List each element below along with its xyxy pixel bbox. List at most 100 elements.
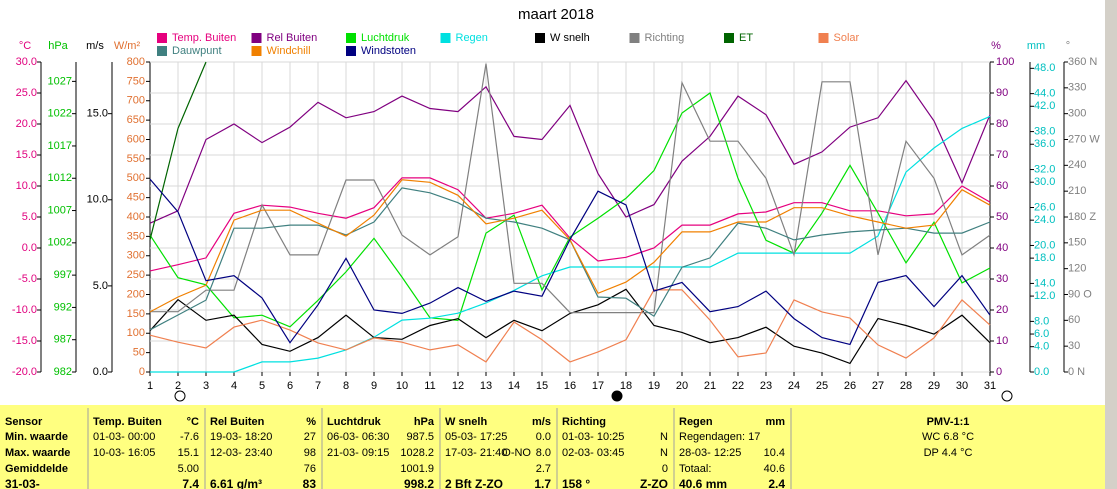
- cell-text: O-NO: [502, 447, 531, 459]
- cell-text: 12-03- 23:40: [210, 447, 272, 459]
- x-tick-label: 27: [872, 380, 884, 392]
- legend-swatch: [346, 46, 356, 56]
- cell-text: Regendagen: 17: [679, 431, 760, 443]
- y-tick-label: 1017: [48, 140, 72, 152]
- y-tick-label: 60: [1068, 314, 1080, 326]
- y-tick-label: 150: [127, 308, 145, 320]
- cell-value: 2.4: [768, 477, 785, 489]
- cell-text: 40.6 mm: [679, 477, 727, 489]
- y-tick-label: 5.0: [93, 280, 108, 292]
- cell-text: 21-03- 09:15: [327, 447, 389, 459]
- cell-text: Max. waarde: [5, 447, 70, 459]
- cell-text: DP 4.4 °C: [924, 447, 973, 459]
- x-tick-label: 18: [620, 380, 632, 392]
- y-tick-label: 20: [996, 304, 1008, 316]
- y-tick-label: 0 N: [1068, 366, 1085, 378]
- cell-text: Totaal:: [679, 463, 711, 475]
- x-tick-label: 1: [147, 380, 153, 392]
- y-tick-label: 150: [1068, 237, 1086, 249]
- y-tick-label: 32.0: [1034, 163, 1055, 175]
- cell-value: N: [660, 447, 668, 459]
- y-tick-label: 1012: [48, 172, 72, 184]
- legend-label: ET: [739, 32, 753, 44]
- legend-label: Dauwpunt: [172, 45, 222, 57]
- scrollbar: [1105, 0, 1117, 489]
- cell-value: Z-ZO: [640, 477, 668, 489]
- x-tick-label: 23: [760, 380, 772, 392]
- y-tick-label: 0: [996, 366, 1002, 378]
- y-tick-label: 90 O: [1068, 288, 1092, 300]
- legend-label: Windstoten: [361, 45, 416, 57]
- axis-label: °: [1066, 40, 1070, 52]
- y-tick-label: 30.0: [1034, 176, 1055, 188]
- y-tick-label: 330: [1068, 82, 1086, 94]
- moon-phase: [611, 390, 623, 402]
- y-tick-label: 210: [1068, 185, 1086, 197]
- y-tick-label: 270 W: [1068, 133, 1100, 145]
- cell-text: 19-03- 18:20: [210, 431, 272, 443]
- y-tick-label: 30: [996, 273, 1008, 285]
- axis-label: W/m²: [114, 40, 141, 52]
- y-tick-label: -10.0: [12, 304, 37, 316]
- cell-text: 02-03- 03:45: [562, 447, 624, 459]
- x-tick-label: 16: [564, 380, 576, 392]
- legend-label: Regen: [456, 32, 488, 44]
- y-tick-label: 10: [996, 335, 1008, 347]
- y-tick-label: 36.0: [1034, 138, 1055, 150]
- column-unit: hPa: [414, 416, 435, 428]
- y-tick-label: 987: [54, 334, 72, 346]
- axis-label: °C: [19, 40, 31, 52]
- legend-swatch: [251, 33, 262, 43]
- x-tick-label: 9: [371, 380, 377, 392]
- column-title: PMV-1:1: [927, 416, 970, 428]
- cell-value: 8.0: [536, 447, 551, 459]
- y-tick-label: 600: [127, 133, 145, 145]
- column-unit: m/s: [532, 416, 551, 428]
- axis-label: %: [991, 40, 1001, 52]
- column-unit: °C: [187, 416, 199, 428]
- series-line: [149, 79, 991, 224]
- cell-value: 1028.2: [400, 447, 434, 459]
- x-tick-label: 4: [231, 380, 237, 392]
- cell-value: 5.00: [178, 463, 199, 475]
- y-tick-label: 120: [1068, 263, 1086, 275]
- legend-swatch: [346, 33, 356, 43]
- legend-swatch: [251, 46, 262, 56]
- legend-label: Solar: [834, 32, 860, 44]
- y-tick-label: 1022: [48, 108, 72, 120]
- legend-label: Temp. Buiten: [172, 32, 236, 44]
- y-tick-label: 1027: [48, 75, 72, 87]
- y-tick-label: 42.0: [1034, 100, 1055, 112]
- y-tick-label: 250: [127, 269, 145, 281]
- x-tick-label: 13: [480, 380, 492, 392]
- cell-text: 2 Bft Z-ZO: [445, 477, 503, 489]
- y-tick-label: 5.0: [22, 211, 37, 223]
- cell-value: 27: [304, 431, 316, 443]
- cell-value: 0: [662, 463, 668, 475]
- x-tick-label: 25: [816, 380, 828, 392]
- series-line: [149, 61, 207, 240]
- chart-title: maart 2018: [518, 6, 594, 23]
- series-line: [149, 92, 991, 328]
- y-tick-label: 1007: [48, 204, 72, 216]
- column-unit: mm: [765, 416, 785, 428]
- y-tick-label: 20.0: [16, 118, 37, 130]
- y-tick-label: 240: [1068, 159, 1086, 171]
- y-tick-label: 90: [996, 87, 1008, 99]
- y-tick-label: 50: [133, 347, 145, 359]
- x-tick-label: 30: [956, 380, 968, 392]
- column-title: Luchtdruk: [327, 416, 382, 428]
- y-tick-label: -20.0: [12, 366, 37, 378]
- y-tick-label: 25.0: [16, 87, 37, 99]
- column-title: Sensor: [5, 416, 43, 428]
- y-tick-label: 0.0: [93, 366, 108, 378]
- legend-label: Richting: [645, 32, 685, 44]
- y-tick-label: 550: [127, 153, 145, 165]
- y-tick-label: 360 N: [1068, 56, 1097, 68]
- cell-value: N: [660, 431, 668, 443]
- y-tick-label: 500: [127, 172, 145, 184]
- legend-swatch: [157, 46, 167, 56]
- cell-value: 0.0: [536, 431, 551, 443]
- series-line: [149, 289, 991, 363]
- cell-text: 158 °: [562, 477, 590, 489]
